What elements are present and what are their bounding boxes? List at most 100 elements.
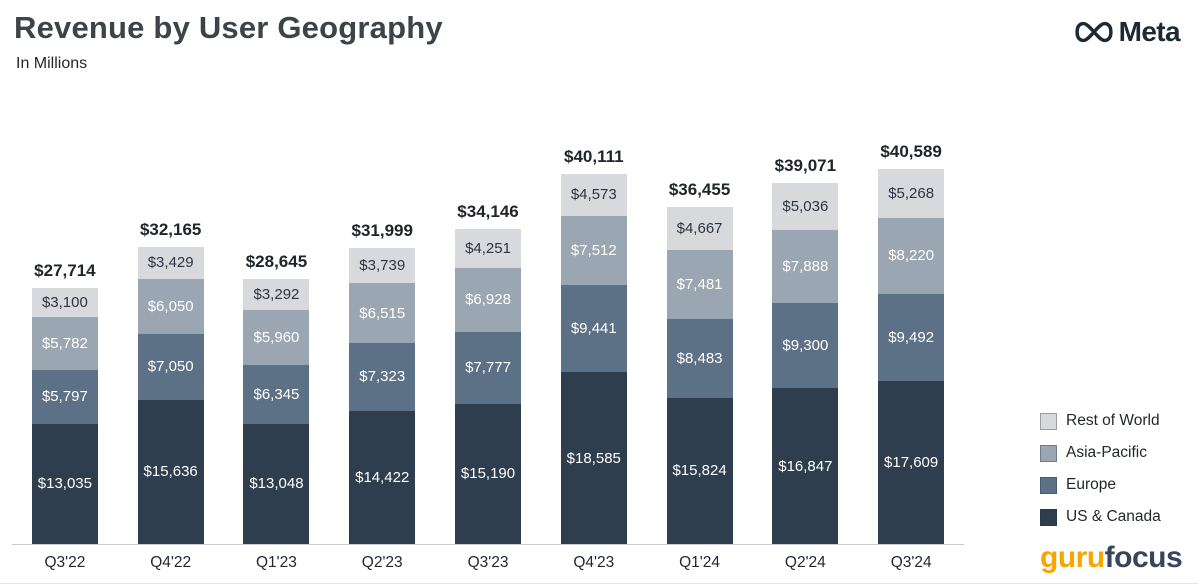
segment-value-label: $7,323 — [359, 368, 406, 386]
bar-total-label: $40,111 — [564, 146, 624, 166]
bar-segment-asia-pacific: $7,481 — [666, 250, 733, 320]
bar-segment-rest-of-world: $4,573 — [560, 173, 627, 216]
legend-label: Rest of World — [1066, 412, 1160, 429]
x-axis-label: Q2'23 — [361, 554, 403, 571]
bar-segment-europe: $7,777 — [455, 331, 522, 404]
bar-column: $40,589 $5,268 $8,220 $9,492 $17,609 — [858, 142, 964, 544]
bar-segment-rest-of-world: $4,251 — [455, 228, 522, 268]
bar-column: $40,111 $4,573 $7,512 $9,441 $18,585 — [541, 147, 647, 544]
stacked-bar: $5,268 $8,220 $9,492 $17,609 — [878, 169, 945, 544]
segment-value-label: $6,050 — [147, 297, 194, 315]
segment-value-label: $5,960 — [253, 328, 300, 346]
segment-value-label: $6,345 — [253, 385, 300, 403]
bar-total-label: $34,146 — [457, 201, 519, 221]
bar-segment-us-canada: $14,422 — [349, 410, 416, 544]
bar-segment-us-canada: $15,636 — [137, 399, 204, 544]
x-axis-label: Q4'23 — [573, 554, 615, 571]
segment-value-label: $9,300 — [782, 336, 829, 354]
bar-column: $28,645 $3,292 $5,960 $6,345 $13,048 — [224, 252, 330, 544]
x-axis-label: Q3'24 — [890, 554, 932, 571]
bar-segment-us-canada: $15,824 — [666, 397, 733, 544]
bar-segment-rest-of-world: $3,100 — [31, 288, 98, 317]
x-axis-label: Q3'23 — [467, 554, 509, 571]
segment-value-label: $3,429 — [147, 254, 194, 272]
stacked-bar: $4,667 $7,481 $8,483 $15,824 — [666, 207, 733, 544]
segment-value-label: $4,251 — [465, 239, 511, 257]
segment-value-label: $7,777 — [465, 359, 511, 377]
segment-value-label: $5,268 — [888, 184, 935, 202]
bar-total-label: $31,999 — [351, 221, 413, 241]
gurufocus-logo-guru: guru — [1040, 541, 1105, 574]
segment-value-label: $13,035 — [37, 475, 92, 493]
segment-value-label: $15,824 — [672, 462, 727, 480]
bar-total-label: $28,645 — [245, 252, 308, 272]
segment-value-label: $14,422 — [355, 468, 410, 486]
legend: Rest of World Asia-Pacific Europe US & Cana… — [1040, 412, 1161, 526]
segment-value-label: $5,782 — [41, 334, 88, 352]
segment-value-label: $3,739 — [359, 257, 406, 275]
gurufocus-logo: gurufocus — [1040, 541, 1183, 574]
bar-segment-asia-pacific: $5,960 — [243, 309, 310, 365]
stacked-bar: $4,251 $6,928 $7,777 $15,190 — [455, 228, 522, 544]
stacked-bar: $3,100 $5,782 $5,797 $13,035 — [31, 288, 98, 544]
bar-total-label: $39,071 — [774, 156, 837, 176]
segment-value-label: $5,036 — [782, 197, 829, 215]
segment-value-label: $7,481 — [676, 276, 723, 294]
bar-segment-europe: $5,797 — [31, 370, 98, 424]
bar-segment-rest-of-world: $3,739 — [349, 248, 416, 283]
bar-segment-rest-of-world: $3,429 — [137, 246, 204, 279]
segment-value-label: $18,585 — [566, 449, 621, 467]
bar-column: $32,165 $3,429 $6,050 $7,050 $15,636 — [118, 220, 224, 544]
segment-value-label: $6,928 — [465, 291, 511, 309]
segment-value-label: $6,515 — [359, 304, 406, 322]
meta-wordmark: Meta — [1118, 16, 1181, 47]
bar-segment-asia-pacific: $5,782 — [31, 316, 98, 371]
bar-segment-asia-pacific: $8,220 — [878, 217, 945, 294]
legend-item-asia-pacific: Asia-Pacific — [1040, 444, 1161, 462]
bar-segment-us-canada: $16,847 — [772, 388, 839, 544]
plot-area: $27,714 $3,100 $5,782 $5,797 $13,035 $32,165 $… — [12, 98, 964, 545]
bar-segment-europe: $9,300 — [772, 302, 839, 389]
bar-segment-europe: $9,441 — [560, 285, 627, 373]
chart-subtitle: In Millions — [16, 55, 88, 72]
bar-segment-us-canada: $17,609 — [878, 381, 945, 544]
bar-column: $27,714 $3,100 $5,782 $5,797 $13,035 — [12, 261, 118, 544]
bar-segment-europe: $8,483 — [666, 319, 733, 398]
bar-column: $36,455 $4,667 $7,481 $8,483 $15,824 — [647, 180, 753, 544]
bar-segment-us-canada: $15,190 — [455, 403, 522, 544]
legend-label: Asia-Pacific — [1066, 444, 1147, 461]
bar-segment-us-canada: $13,035 — [31, 423, 98, 544]
segment-value-label: $7,888 — [782, 257, 829, 275]
segment-value-label: $5,797 — [41, 388, 88, 406]
bar-segment-asia-pacific: $7,512 — [560, 215, 627, 286]
segment-value-label: $9,492 — [888, 328, 935, 346]
stacked-bar: $4,573 $7,512 $9,441 $18,585 — [560, 173, 627, 544]
gurufocus-logo-focus: focus — [1104, 541, 1183, 574]
segment-value-label: $13,048 — [249, 475, 304, 493]
bar-segment-rest-of-world: $5,036 — [772, 183, 839, 230]
segment-value-label: $15,190 — [460, 465, 516, 483]
x-axis-label: Q2'24 — [784, 554, 826, 571]
segment-value-label: $7,050 — [147, 358, 194, 376]
bar-segment-rest-of-world: $4,667 — [666, 207, 733, 251]
bar-segment-asia-pacific: $6,050 — [137, 278, 204, 335]
legend-swatch — [1040, 476, 1057, 494]
x-axis-label: Q1'23 — [256, 554, 297, 571]
meta-logo: Meta — [1074, 16, 1181, 47]
bar-segment-europe: $9,492 — [878, 293, 945, 382]
bar-column: $31,999 $3,739 $6,515 $7,323 $14,422 — [329, 221, 435, 544]
stacked-bar: $3,292 $5,960 $6,345 $13,048 — [243, 279, 310, 544]
x-axis: Q3'22 Q4'22 Q1'23 Q2'23 Q3'23 Q4'23 Q1'24 Q2'24… — [12, 545, 964, 572]
legend-label: Europe — [1066, 476, 1116, 493]
bar-total-label: $32,165 — [139, 219, 202, 239]
legend-swatch — [1040, 444, 1057, 462]
segment-value-label: $8,220 — [888, 247, 935, 265]
chart-header: Revenue by User Geography In Millions — [14, 10, 443, 73]
bar-segment-rest-of-world: $3,292 — [243, 279, 310, 310]
legend-label: US & Canada — [1066, 508, 1161, 525]
bar-segment-europe: $7,323 — [349, 343, 416, 411]
bottom-divider — [0, 583, 1198, 584]
legend-item-europe: Europe — [1040, 476, 1161, 494]
segment-value-label: $4,667 — [676, 220, 723, 238]
segment-value-label: $3,292 — [253, 286, 300, 304]
